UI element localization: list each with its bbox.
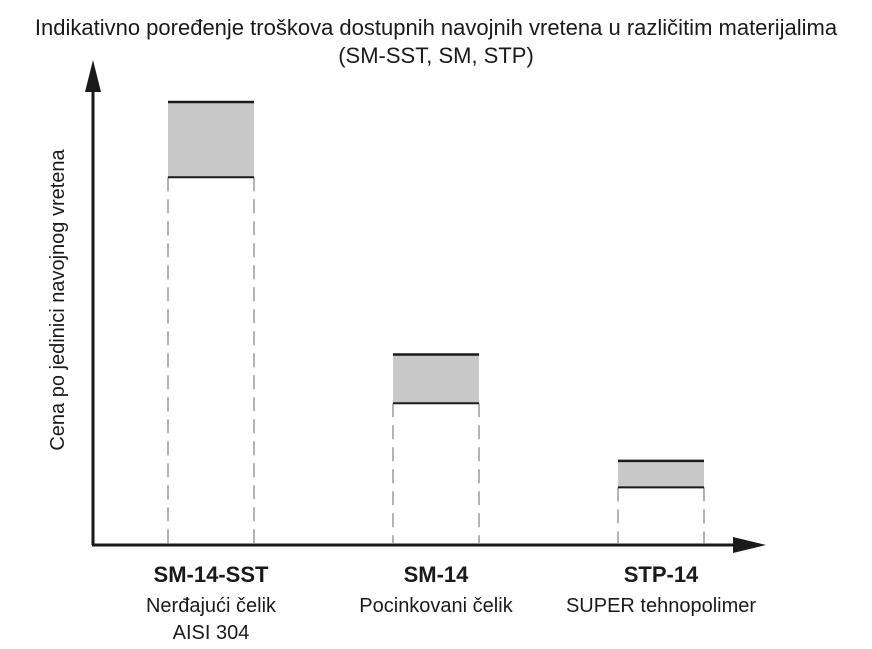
category-labels-group: SM-14-SST Nerđajući čelik AISI 304 SM-14 Poc… (146, 562, 756, 644)
x-axis-arrow-icon (733, 537, 766, 553)
bars-group (167, 100, 705, 543)
chart-subtitle: (SM-SST, SM, STP) (338, 43, 534, 68)
chart-title: Indikativno poređenje troškova dostupnih… (35, 15, 838, 40)
category-code-label: STP-14 (624, 562, 699, 587)
category-desc-label: Pocinkovani čelik (359, 595, 513, 617)
bar-range (618, 460, 704, 488)
bar-group (392, 353, 480, 543)
chart-title-group: Indikativno poređenje troškova dostupnih… (35, 15, 838, 68)
bar-group (167, 100, 255, 543)
category-code-label: SM-14 (404, 562, 470, 587)
bar-range (168, 102, 254, 178)
y-axis-label: Cena po jedinici navojnog vretena (47, 148, 69, 450)
category-desc-label: Nerđajući čelik (146, 595, 277, 617)
category-desc-label: SUPER tehnopolimer (566, 595, 756, 617)
category-code-label: SM-14-SST (154, 562, 269, 587)
category-desc-label: AISI 304 (173, 622, 250, 644)
bar-range (393, 354, 479, 404)
bar-group (617, 459, 705, 543)
y-axis-arrow-icon (85, 60, 101, 92)
axes (85, 60, 766, 553)
